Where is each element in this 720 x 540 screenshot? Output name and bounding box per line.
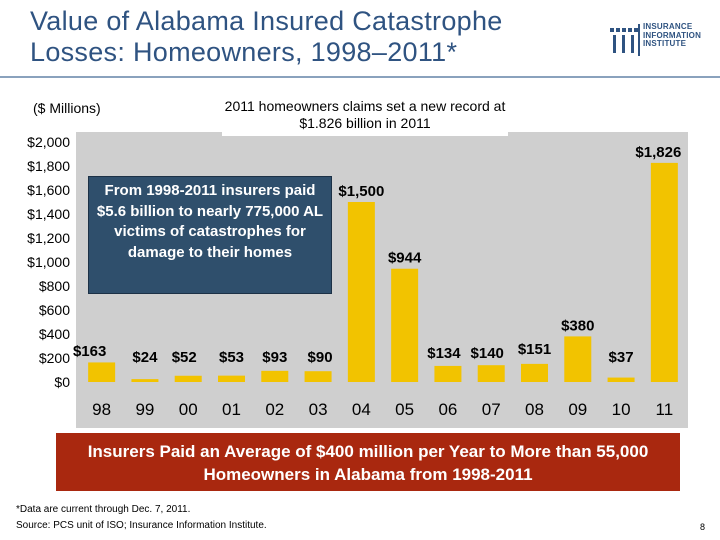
record-callout: 2011 homeowners claims set a new record … bbox=[222, 98, 508, 136]
bar bbox=[174, 375, 202, 382]
bar bbox=[477, 365, 505, 382]
page-number: 8 bbox=[700, 522, 706, 532]
bar bbox=[218, 375, 245, 382]
x-tick-label: 05 bbox=[395, 400, 414, 419]
x-tick-label: 06 bbox=[438, 400, 457, 419]
y-tick-label: $1,400 bbox=[27, 206, 70, 222]
x-tick-label: 11 bbox=[656, 400, 674, 419]
x-tick-label: 98 bbox=[92, 400, 111, 419]
x-tick-label: 01 bbox=[222, 400, 241, 419]
logo-text: INSURANCE INFORMATION INSTITUTE bbox=[643, 22, 702, 49]
units-label: ($ Millions) bbox=[33, 100, 101, 116]
x-tick-label: 04 bbox=[352, 400, 371, 419]
data-labels: $163 $24 $52 $53 $93 $90 $1,500 $944 $134 $140 $15… bbox=[73, 144, 681, 366]
logo-line: INSTITUTE bbox=[643, 39, 687, 48]
data-label: $1,500 bbox=[338, 183, 384, 200]
data-label: $163 bbox=[73, 343, 106, 360]
bar bbox=[521, 363, 548, 382]
bar bbox=[650, 162, 678, 382]
data-label: $24 bbox=[132, 349, 158, 366]
y-tick-label: $400 bbox=[39, 326, 70, 342]
x-tick-label: 09 bbox=[568, 400, 587, 419]
data-label: $52 bbox=[172, 349, 197, 366]
bar bbox=[88, 362, 116, 382]
y-tick-label: $1,000 bbox=[27, 254, 70, 270]
bar bbox=[564, 336, 592, 382]
y-tick-label: $600 bbox=[39, 302, 70, 318]
y-tick-label: $1,600 bbox=[27, 182, 70, 198]
x-tick-label: 00 bbox=[179, 400, 198, 419]
x-tick-label: 03 bbox=[309, 400, 328, 419]
y-tick-label: $2,000 bbox=[27, 134, 70, 150]
footnote-source: Source: PCS unit of ISO; Insurance Infor… bbox=[16, 520, 267, 531]
bar bbox=[607, 377, 635, 382]
y-tick-label: $1,800 bbox=[27, 158, 70, 174]
data-label: $140 bbox=[471, 345, 504, 362]
x-tick-label: 10 bbox=[612, 400, 631, 419]
x-axis: 98 99 00 01 02 03 04 05 06 07 08 09 10 11 bbox=[92, 400, 673, 419]
summary-callout: From 1998-2011 insurers paid $5.6 billio… bbox=[88, 176, 332, 294]
x-tick-label: 08 bbox=[525, 400, 544, 419]
data-label: $380 bbox=[561, 317, 594, 334]
bar bbox=[347, 202, 375, 382]
bar bbox=[131, 379, 159, 382]
logo-line: INFORMATION bbox=[643, 30, 702, 40]
bar bbox=[434, 365, 462, 382]
y-tick-label: $1,200 bbox=[27, 230, 70, 246]
data-label: $37 bbox=[609, 349, 634, 366]
y-tick-label: $200 bbox=[39, 350, 70, 366]
y-axis: $0 $200 $400 $600 $800 $1,000 $1,200 $1,400 $1,6… bbox=[27, 134, 70, 390]
title-divider bbox=[0, 76, 720, 78]
data-label: $93 bbox=[262, 349, 287, 366]
x-tick-label: 07 bbox=[482, 400, 501, 419]
iii-logo-icon bbox=[610, 24, 640, 56]
bars bbox=[88, 162, 678, 382]
bar bbox=[391, 268, 419, 382]
y-tick-label: $800 bbox=[39, 278, 70, 294]
bar bbox=[261, 370, 289, 382]
data-label: $944 bbox=[388, 250, 422, 267]
data-label: $134 bbox=[427, 345, 461, 362]
data-label: $151 bbox=[518, 341, 551, 358]
logo-line: INSURANCE bbox=[643, 22, 693, 31]
page-title: Value of Alabama Insured Catastrophe Los… bbox=[30, 6, 503, 67]
y-tick-label: $0 bbox=[54, 374, 70, 390]
bar bbox=[304, 371, 332, 382]
x-tick-label: 99 bbox=[135, 400, 154, 419]
footnote: *Data are current through Dec. 7, 2011. … bbox=[16, 502, 267, 534]
x-tick-label: 02 bbox=[265, 400, 284, 419]
data-label: $53 bbox=[219, 349, 244, 366]
summary-banner: Insurers Paid an Average of $400 million… bbox=[56, 433, 680, 491]
data-label: $1,826 bbox=[635, 144, 681, 161]
data-label: $90 bbox=[308, 349, 333, 366]
footnote-data-note: *Data are current through Dec. 7, 2011. bbox=[16, 504, 191, 515]
